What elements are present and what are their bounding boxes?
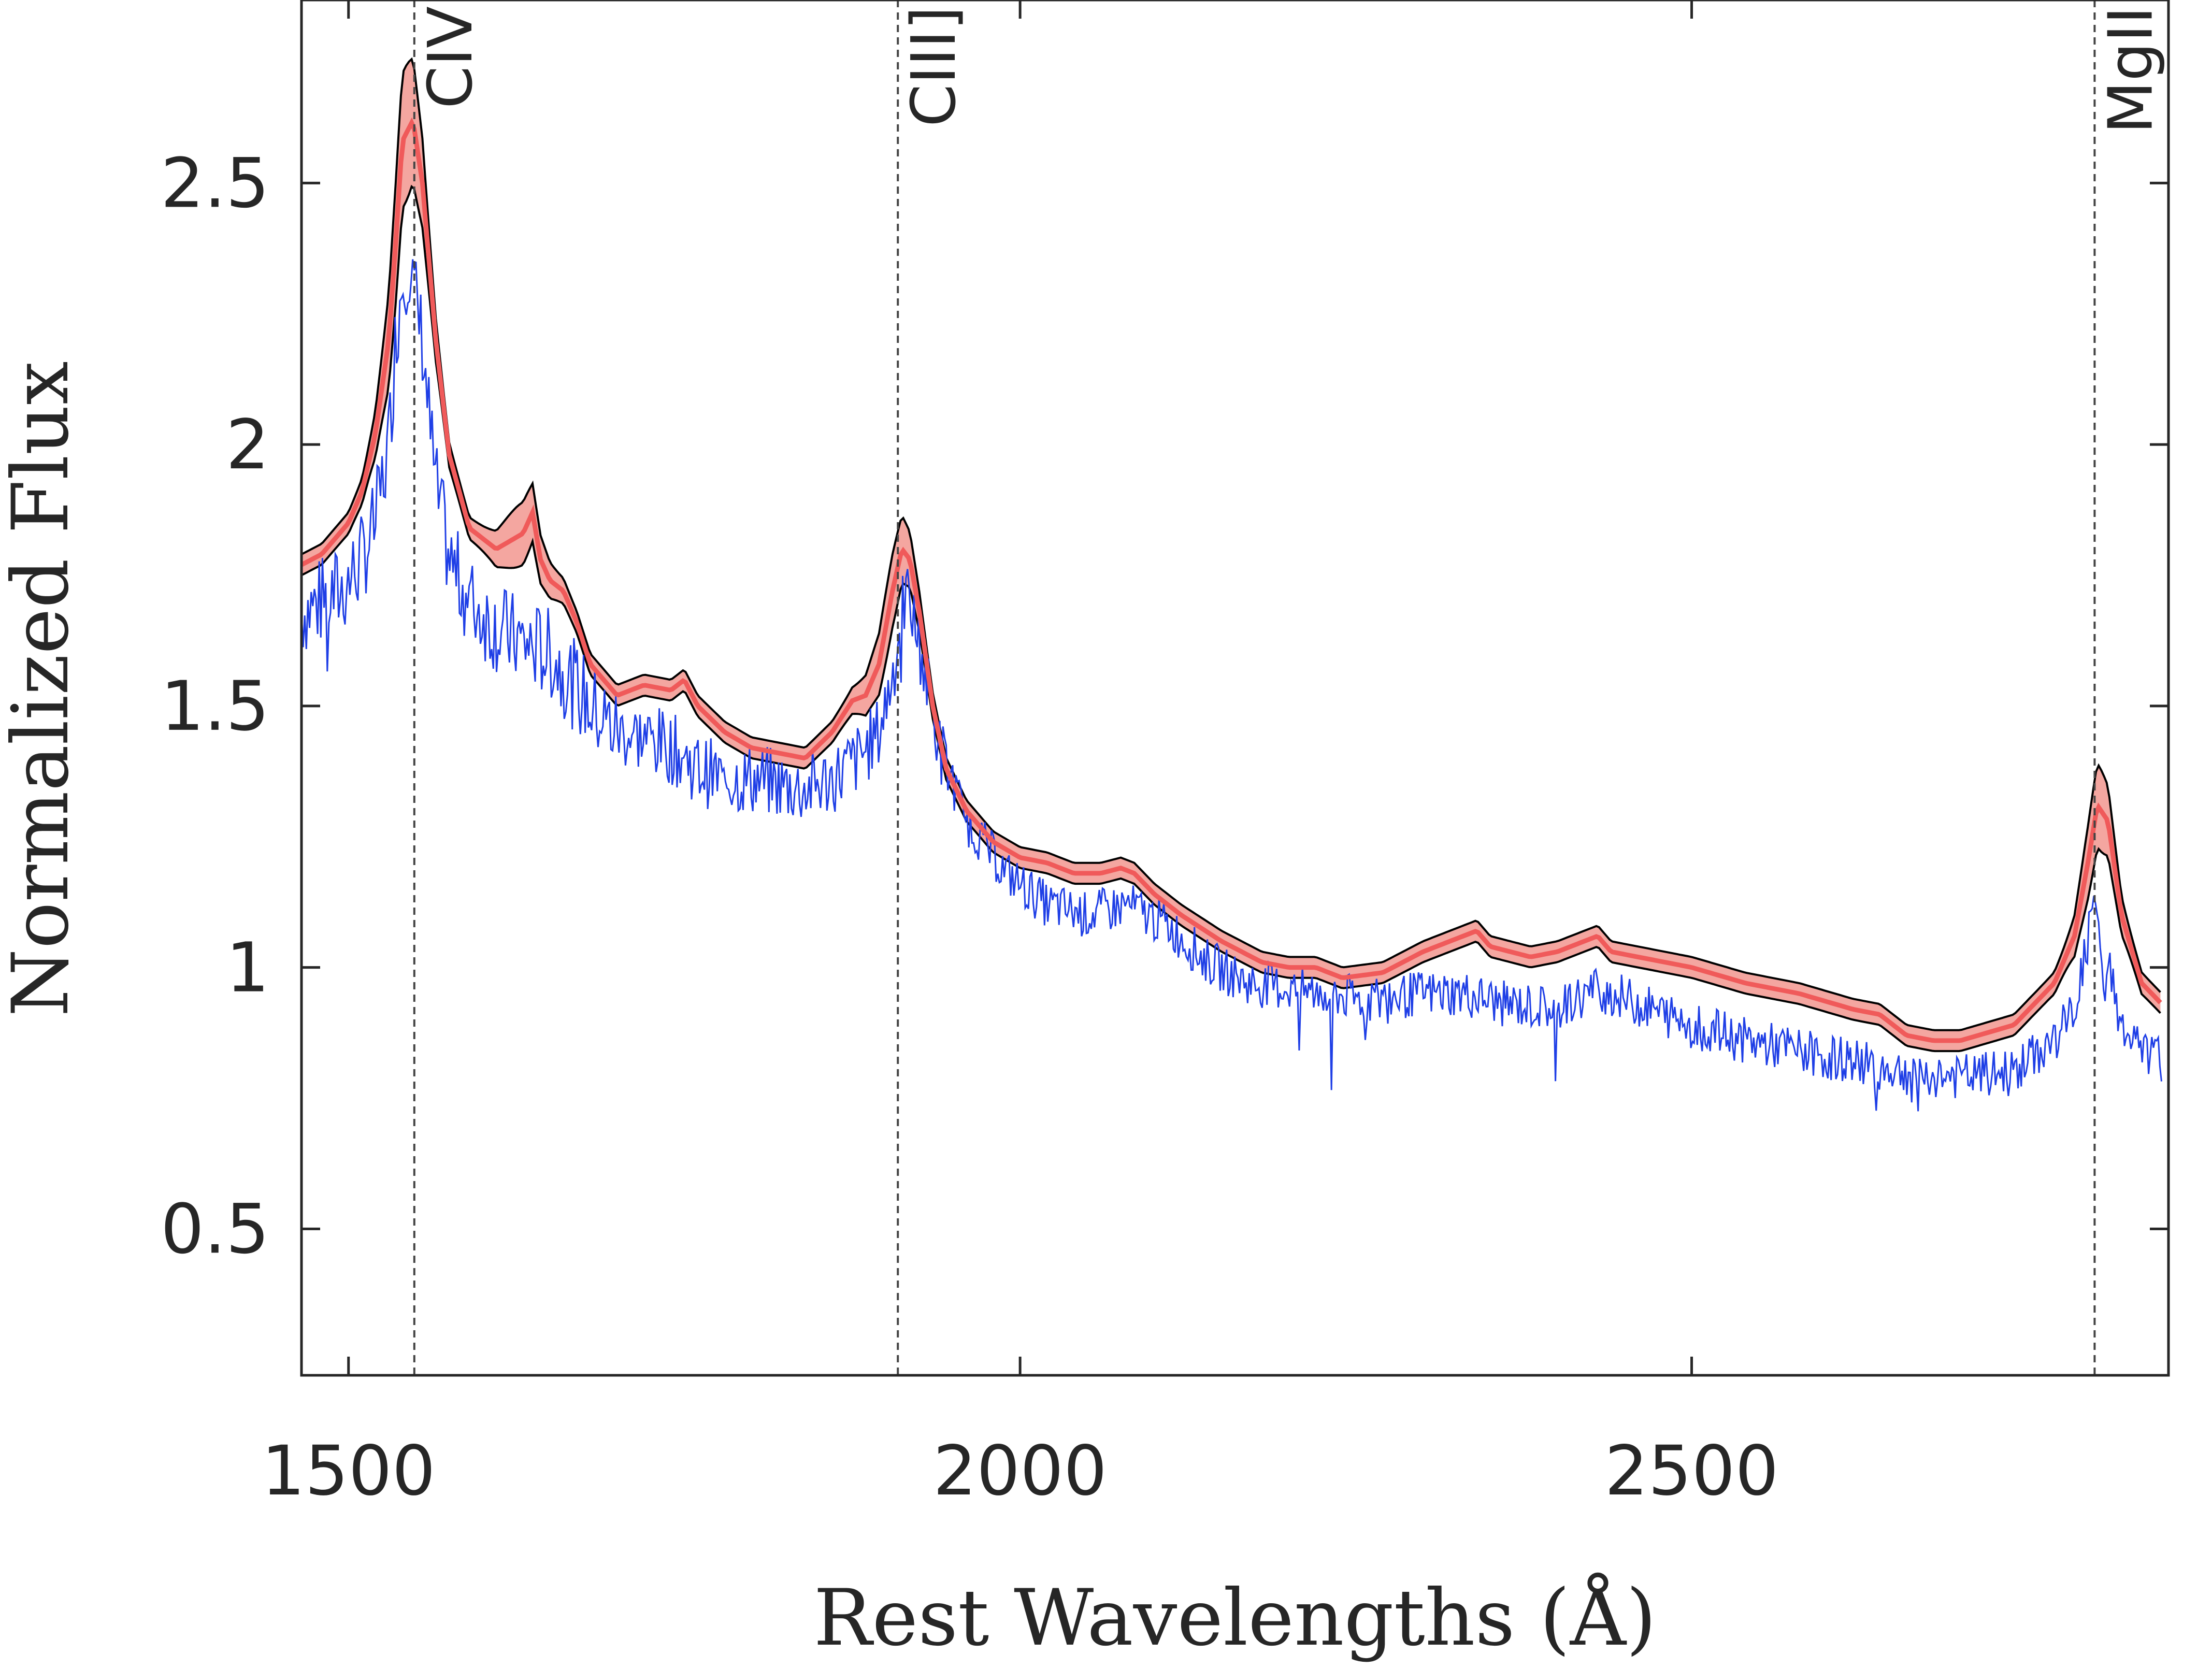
y-tick-label: 2 — [226, 405, 269, 485]
prediction-uncertainty-band — [301, 57, 2161, 1053]
emission-line-label-mgii: MgII — [2094, 6, 2166, 134]
x-tick-label: 1500 — [262, 1431, 436, 1511]
tick-labels: 1500 2000 2500 0.5 1 1.5 2 2.5 — [161, 143, 1778, 1511]
emission-line-label-ciii: CIII] — [898, 6, 969, 127]
predicted-continuum — [301, 117, 2162, 1043]
x-axis-title: Rest Wavelengths (Å) — [813, 1572, 1656, 1663]
y-tick-label: 1 — [226, 928, 269, 1008]
observed-flux-line — [301, 259, 2162, 1112]
y-tick-label: 2.5 — [161, 143, 269, 223]
predicted-flux-line — [301, 117, 2162, 1043]
band-lower-edge — [301, 184, 2161, 1053]
emission-line-markers: CIV CIII] MgII — [413, 0, 2166, 1375]
y-tick-label: 0.5 — [161, 1189, 269, 1269]
y-axis-title: Normalized Flux — [0, 361, 86, 1017]
x-tick-label: 2500 — [1605, 1431, 1779, 1511]
plot-frame — [300, 0, 2170, 1377]
observed-spectrum — [301, 259, 2162, 1112]
y-tick-label: 1.5 — [161, 667, 269, 746]
band-upper-edge — [301, 57, 2161, 1031]
x-tick-label: 2000 — [933, 1431, 1107, 1511]
emission-line-label-civ: CIV — [414, 6, 486, 109]
plot-axes — [300, 0, 2170, 1377]
